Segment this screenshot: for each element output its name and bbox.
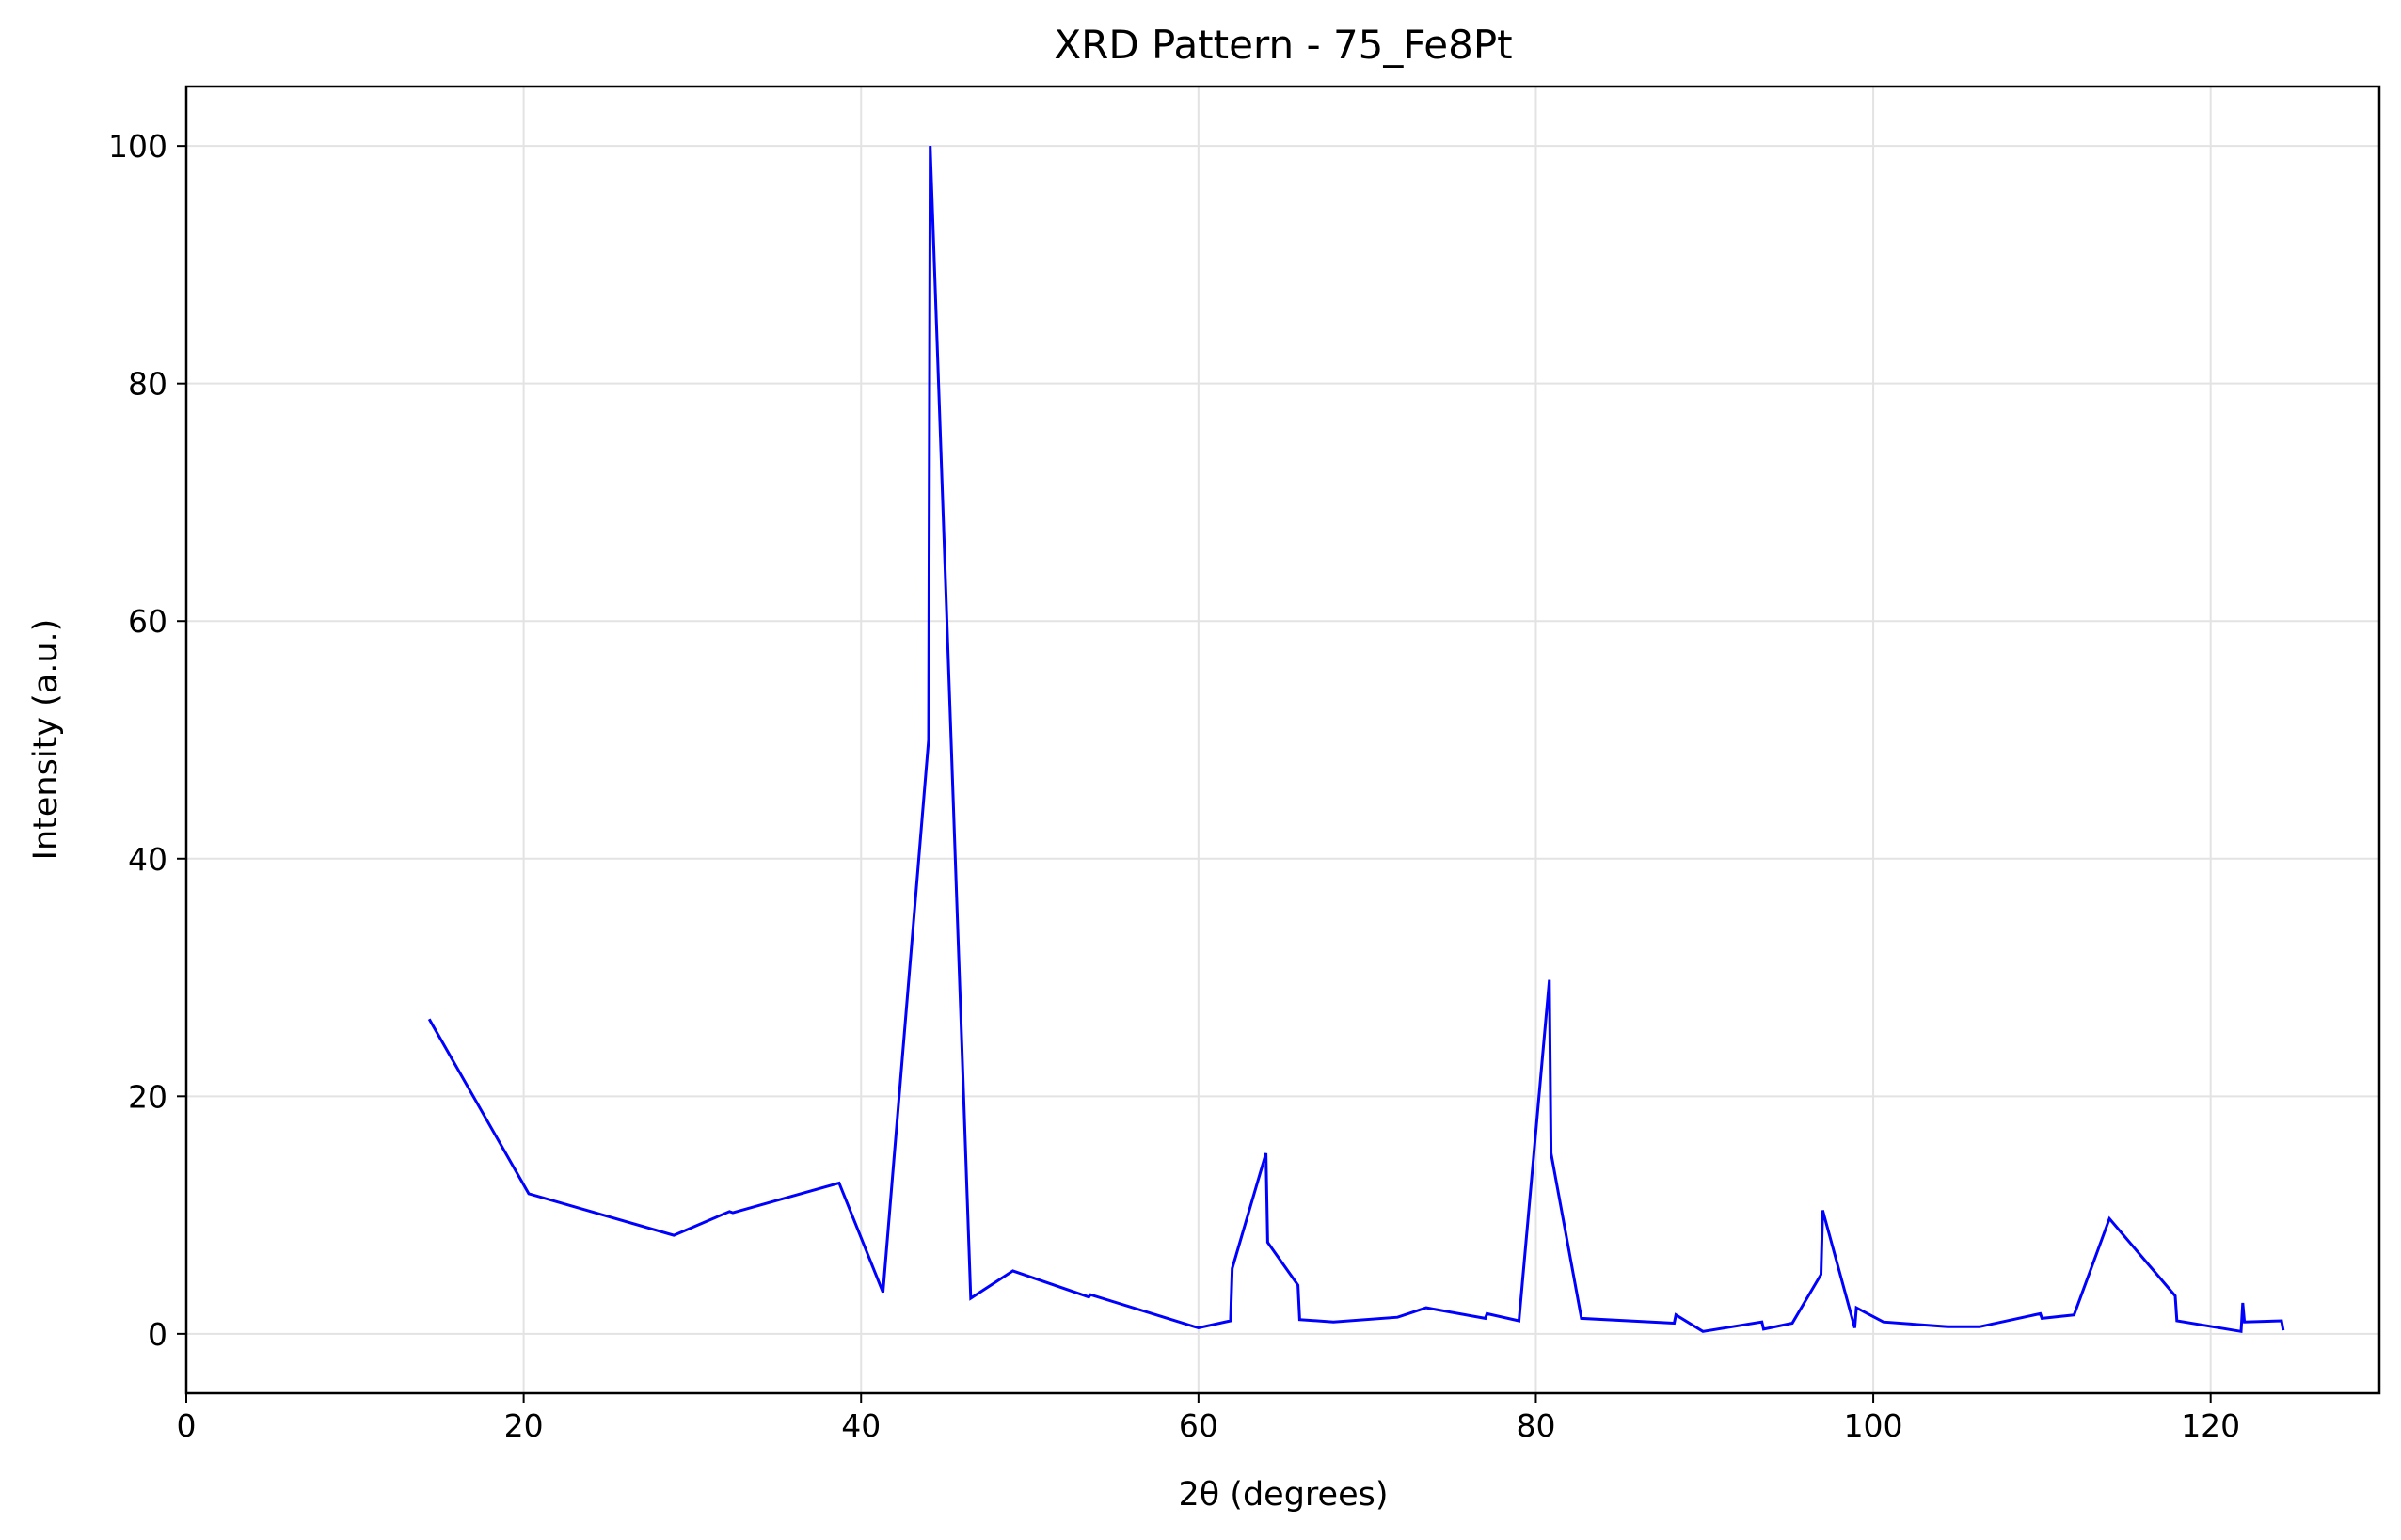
x-tick-label: 60 <box>1179 1407 1218 1444</box>
y-tick-label: 0 <box>148 1316 167 1353</box>
x-tick-label: 80 <box>1516 1407 1555 1444</box>
x-axis-ticks: 0 20 40 60 80 100 120 <box>177 1393 2240 1444</box>
y-axis-label: Intensity (a.u.) <box>27 619 65 861</box>
y-tick-label: 80 <box>128 366 167 403</box>
chart-title: XRD Pattern - 75_Fe8Pt <box>1054 22 1512 68</box>
x-tick-label: 100 <box>1844 1407 1903 1444</box>
grid-lines <box>185 87 2379 1393</box>
plot-series <box>427 146 2285 1334</box>
y-tick-label: 20 <box>128 1078 167 1115</box>
y-tick-label: 60 <box>128 603 167 640</box>
x-tick-label: 40 <box>841 1407 881 1444</box>
x-tick-label: 120 <box>2181 1407 2240 1444</box>
y-tick-label: 40 <box>128 841 167 878</box>
y-axis-ticks: 0 20 40 60 80 100 <box>108 128 186 1353</box>
series-line-0 <box>427 146 2285 1334</box>
x-tick-label: 20 <box>504 1407 544 1444</box>
x-tick-label: 0 <box>177 1407 197 1444</box>
y-tick-label: 100 <box>108 128 167 165</box>
x-axis-label: 2θ (degrees) <box>1178 1476 1388 1514</box>
plot-frame <box>184 85 2381 1395</box>
